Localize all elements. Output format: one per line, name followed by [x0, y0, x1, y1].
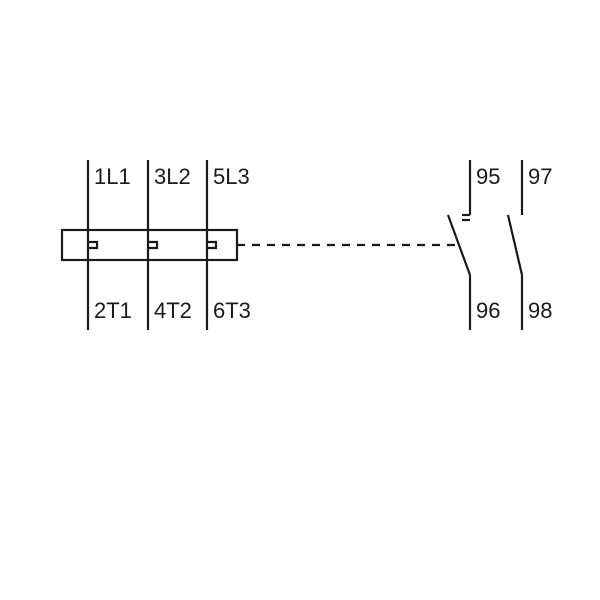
relay-pole-2: 3L2 4T2 [148, 160, 192, 330]
heater-notch [207, 242, 216, 248]
no-arm [508, 215, 522, 275]
pole-3-top-label: 5L3 [213, 164, 250, 189]
pole-3-bottom-label: 6T3 [213, 298, 251, 323]
pole-2-bottom-label: 4T2 [154, 298, 192, 323]
aux-contact-no: 97 98 [508, 160, 552, 330]
pole-1-bottom-label: 2T1 [94, 298, 132, 323]
aux-contact-nc: 95 96 [448, 160, 500, 330]
aux-contacts: 95 96 97 98 [448, 160, 552, 330]
relay-pole-1: 1L1 2T1 [88, 160, 132, 330]
overload-relay-block: 1L1 2T1 3L2 4T2 5L3 6T3 [62, 160, 251, 330]
nc-top-label: 95 [476, 164, 500, 189]
heater-notch [88, 242, 97, 248]
heater-notch [148, 242, 157, 248]
pole-1-top-label: 1L1 [94, 164, 131, 189]
no-bottom-label: 98 [528, 298, 552, 323]
pole-2-top-label: 3L2 [154, 164, 191, 189]
nc-bottom-label: 96 [476, 298, 500, 323]
no-top-label: 97 [528, 164, 552, 189]
